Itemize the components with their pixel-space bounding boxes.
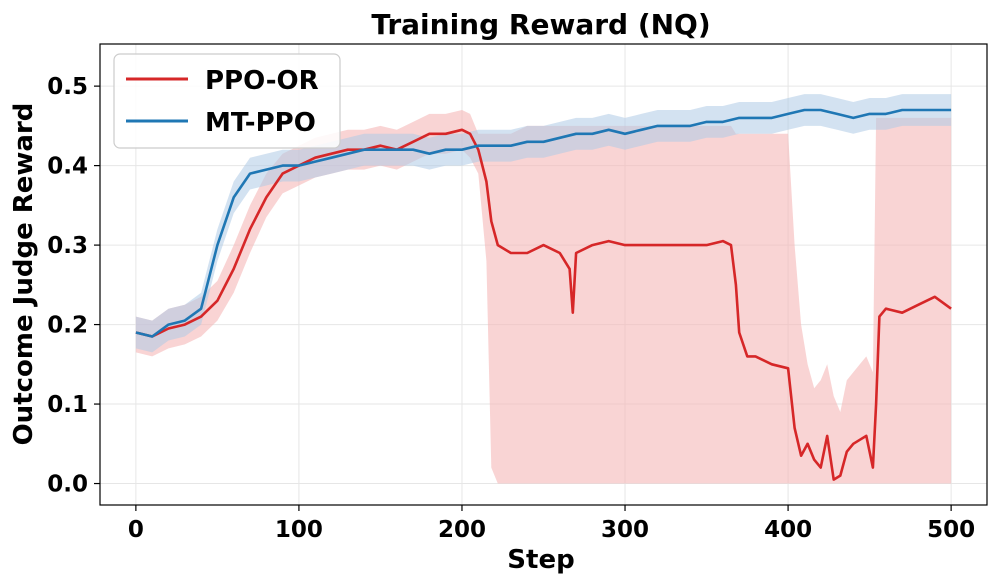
band-mt-ppo xyxy=(135,94,952,353)
x-tick-label: 500 xyxy=(927,517,975,543)
y-axis-ticks: 0.0 0.1 0.2 0.3 0.4 0.5 xyxy=(47,74,100,498)
legend-label-ppo-or: PPO-OR xyxy=(205,66,319,96)
x-tick-label: 0 xyxy=(128,517,144,543)
y-axis-label: Outcome Judge Reward xyxy=(9,103,39,446)
x-tick-label: 400 xyxy=(764,517,812,543)
y-tick-label: 0.0 xyxy=(47,472,88,498)
y-tick-label: 0.2 xyxy=(47,313,88,339)
band-ppo-or xyxy=(135,110,952,484)
chart-title: Training Reward (NQ) xyxy=(371,8,710,41)
series-lines xyxy=(135,108,952,481)
line-ppo-or xyxy=(135,128,952,481)
x-tick-label: 200 xyxy=(438,517,486,543)
x-axis-ticks: 0 100 200 300 400 500 xyxy=(128,505,975,543)
y-tick-label: 0.1 xyxy=(47,392,88,418)
line-mt-ppo xyxy=(135,108,952,338)
x-tick-label: 100 xyxy=(275,517,323,543)
legend: PPO-OR MT-PPO xyxy=(113,53,341,149)
y-tick-label: 0.5 xyxy=(47,74,88,100)
legend-label-mt-ppo: MT-PPO xyxy=(205,108,316,138)
y-tick-label: 0.4 xyxy=(47,154,88,180)
x-axis-label: Step xyxy=(507,545,574,575)
plot-frame xyxy=(99,43,988,506)
y-tick-label: 0.3 xyxy=(47,233,88,259)
x-tick-label: 300 xyxy=(601,517,649,543)
confidence-bands xyxy=(135,94,952,484)
